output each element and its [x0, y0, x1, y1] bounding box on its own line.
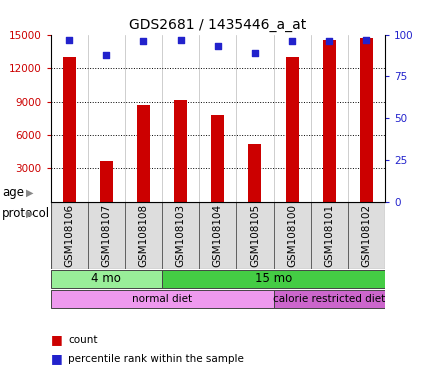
Text: GSM108101: GSM108101 — [324, 204, 334, 267]
Point — [326, 38, 333, 44]
Bar — [199, 202, 236, 269]
Bar — [62, 57, 76, 202]
Bar — [211, 115, 224, 202]
Bar — [348, 202, 385, 269]
Text: GSM108100: GSM108100 — [287, 204, 297, 267]
Point — [363, 36, 370, 43]
Text: GSM108105: GSM108105 — [250, 204, 260, 267]
Bar — [286, 57, 299, 202]
Text: calorie restricted diet: calorie restricted diet — [273, 294, 385, 304]
Bar — [311, 202, 348, 269]
Bar — [274, 202, 311, 269]
Text: 4 mo: 4 mo — [92, 272, 121, 285]
Text: count: count — [68, 335, 98, 345]
Text: GSM108108: GSM108108 — [139, 204, 148, 267]
Text: 15 mo: 15 mo — [255, 272, 292, 285]
Bar — [323, 40, 336, 202]
Text: GSM108107: GSM108107 — [101, 204, 111, 267]
Bar — [125, 202, 162, 269]
Point — [214, 43, 221, 50]
Bar — [100, 161, 113, 202]
Text: percentile rank within the sample: percentile rank within the sample — [68, 354, 244, 364]
Bar — [88, 202, 125, 269]
Text: GSM108104: GSM108104 — [213, 204, 223, 267]
Bar — [137, 105, 150, 202]
Bar — [236, 202, 274, 269]
Text: age: age — [2, 187, 24, 199]
Text: GSM108103: GSM108103 — [176, 204, 186, 267]
Point — [103, 51, 110, 58]
Text: ■: ■ — [51, 353, 62, 366]
Bar — [174, 100, 187, 202]
Text: ▶: ▶ — [26, 188, 34, 198]
Bar — [274, 290, 385, 308]
Text: normal diet: normal diet — [132, 294, 192, 304]
Text: ■: ■ — [51, 333, 62, 346]
Point — [140, 38, 147, 44]
Bar — [360, 38, 373, 202]
Point — [251, 50, 258, 56]
Title: GDS2681 / 1435446_a_at: GDS2681 / 1435446_a_at — [129, 18, 306, 32]
Text: ▶: ▶ — [26, 208, 34, 218]
Bar — [51, 290, 274, 308]
Bar — [51, 270, 162, 288]
Bar — [51, 202, 88, 269]
Text: protocol: protocol — [2, 207, 50, 220]
Point — [66, 36, 73, 43]
Point — [177, 36, 184, 43]
Point — [289, 38, 296, 44]
Bar — [162, 270, 385, 288]
Bar — [249, 144, 261, 202]
Text: GSM108102: GSM108102 — [361, 204, 371, 267]
Text: GSM108106: GSM108106 — [64, 204, 74, 267]
Bar — [162, 202, 199, 269]
